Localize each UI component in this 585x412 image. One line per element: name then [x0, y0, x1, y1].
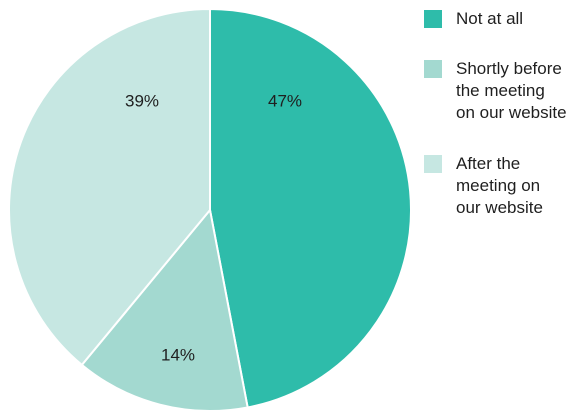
legend-swatch-after-the-meeting — [424, 155, 442, 173]
pie-data-label: 14% — [161, 345, 195, 364]
pie-slice-not-at-all — [209, 7, 412, 409]
legend-label-shortly-before: Shortly before the meeting on our websit… — [456, 58, 584, 124]
pie-data-label: 47% — [268, 91, 302, 110]
legend-label-line: Not at all — [456, 9, 524, 28]
pie-data-label: 39% — [125, 91, 159, 110]
legend-label-line: the meeting — [456, 81, 545, 100]
legend-label-after-the-meeting: After the meeting on our website — [456, 153, 584, 219]
legend-label-not-at-all: Not at all — [456, 8, 584, 30]
legend-swatch-shortly-before — [424, 60, 442, 78]
pie-slices — [8, 7, 412, 412]
legend-swatch-not-at-all — [424, 10, 442, 28]
legend-label-line: Shortly before — [456, 59, 562, 78]
pie-slice-after-the-meeting-on-our-website — [8, 7, 211, 367]
pie-slice-shortly-before-the-meeting-on-our-website — [80, 207, 249, 412]
pie-labels: 47% 14% 39% — [125, 91, 302, 364]
legend-label-line: After the — [456, 154, 521, 173]
legend-label-line: meeting on — [456, 176, 541, 195]
legend-label-line: our website — [456, 198, 543, 217]
legend-label-line: on our website — [456, 103, 567, 122]
